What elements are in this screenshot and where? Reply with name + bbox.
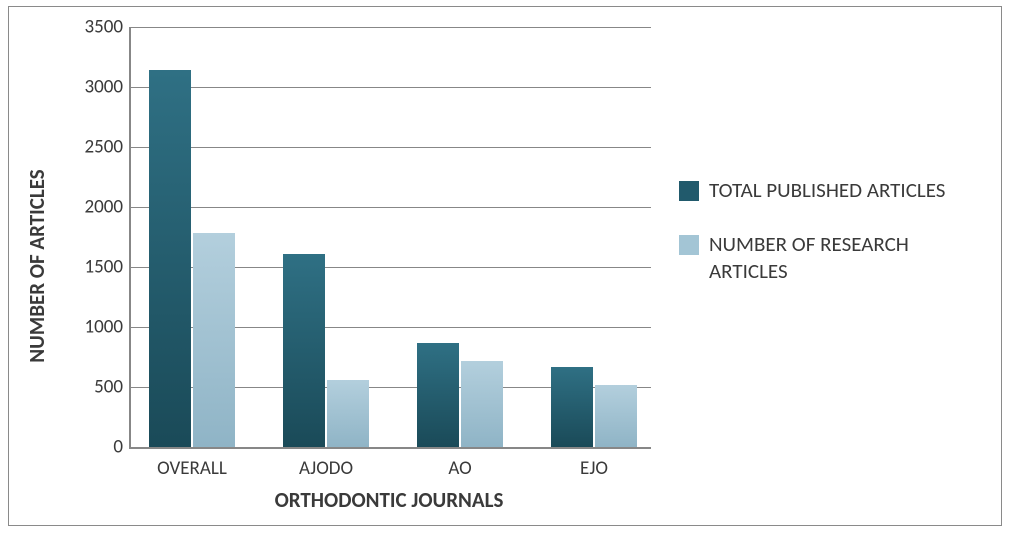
legend-label: NUMBER OF RESEARCH ARTICLES <box>709 231 989 284</box>
bar <box>595 385 637 447</box>
legend-swatch <box>679 235 699 255</box>
bar <box>149 70 191 447</box>
bar <box>551 367 593 447</box>
legend: TOTAL PUBLISHED ARTICLES NUMBER OF RESEAR… <box>679 177 989 312</box>
chart-container: NUMBER OF ARTICLES 050010001500200025003… <box>8 6 1002 526</box>
y-axis-title: NUMBER OF ARTICLES <box>24 169 50 362</box>
y-tick-label: 1000 <box>84 316 131 339</box>
x-axis-title: ORTHODONTIC JOURNALS <box>275 487 504 513</box>
legend-item: NUMBER OF RESEARCH ARTICLES <box>679 231 989 284</box>
y-tick-label: 2000 <box>84 196 131 219</box>
gridline <box>131 87 651 88</box>
y-tick-label: 2500 <box>84 136 131 159</box>
x-tick-label: OVERALL <box>157 447 227 480</box>
chart-area: NUMBER OF ARTICLES 050010001500200025003… <box>9 7 1001 525</box>
legend-swatch <box>679 181 699 201</box>
y-tick-label: 0 <box>113 436 131 459</box>
plot-area: 0500100015002000250030003500OVERALLAJODO… <box>129 27 651 449</box>
x-tick-label: AJODO <box>299 447 353 480</box>
legend-label: TOTAL PUBLISHED ARTICLES <box>709 177 945 203</box>
y-tick-label: 3000 <box>84 76 131 99</box>
gridline <box>131 147 651 148</box>
bar <box>327 380 369 447</box>
legend-item: TOTAL PUBLISHED ARTICLES <box>679 177 989 203</box>
x-tick-label: EJO <box>580 447 608 480</box>
bar <box>417 343 459 447</box>
y-tick-label: 3500 <box>84 16 131 39</box>
bar <box>193 233 235 447</box>
gridline <box>131 207 651 208</box>
y-tick-label: 500 <box>94 376 131 399</box>
gridline <box>131 27 651 28</box>
x-tick-label: AO <box>448 447 471 480</box>
bar <box>283 254 325 447</box>
y-tick-label: 1500 <box>84 256 131 279</box>
bar <box>461 361 503 447</box>
